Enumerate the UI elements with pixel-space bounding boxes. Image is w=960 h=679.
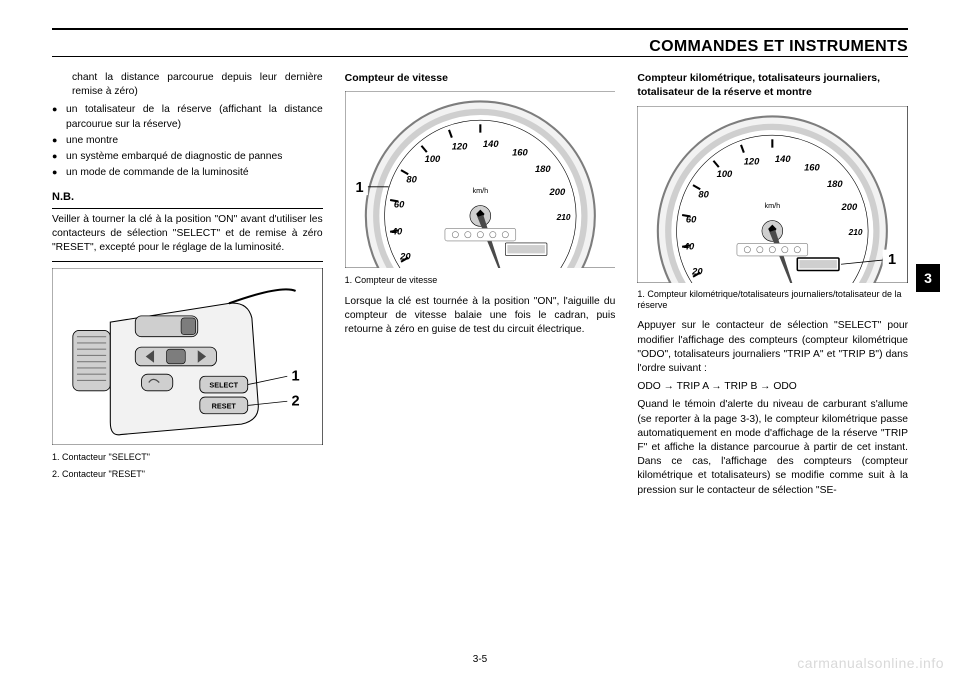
callout-2: 2	[292, 394, 300, 410]
bullet-list: un totalisateur de la réserve (affichant…	[52, 103, 323, 180]
callout-1: 1	[888, 252, 896, 268]
select-label: SELECT	[209, 381, 238, 390]
dial-num: 120	[451, 142, 467, 152]
page: COMMANDES ET INSTRUMENTS chant la distan…	[0, 0, 960, 679]
dial-num: 80	[699, 190, 710, 200]
paragraph: Quand le témoin d'alerte du niveau de ca…	[637, 398, 908, 497]
column-1: chant la distance parcourue depuis leur …	[52, 71, 323, 611]
subheading: Compteur de vitesse	[345, 71, 616, 85]
dial-num: 120	[744, 156, 760, 166]
figure-speedometer: 20 40 60 80 100 120 140	[345, 91, 616, 268]
paragraph: Lorsque la clé est tournée à la position…	[345, 295, 616, 338]
dial-unit: km/h	[765, 201, 781, 210]
dial-num: 140	[483, 140, 499, 150]
header-row: COMMANDES ET INSTRUMENTS	[52, 32, 908, 56]
figure-caption: 1. Compteur kilométrique/totalisateurs j…	[637, 289, 908, 312]
figure-odometer: 20 40 60 80 100 120 140	[637, 106, 908, 283]
callout-1: 1	[355, 180, 363, 196]
sequence-line: ODO → TRIP A → TRIP B → ODO	[637, 380, 908, 394]
dial-num: 180	[827, 179, 843, 189]
nb-label: N.B.	[52, 190, 323, 205]
dial-num: 210	[555, 213, 570, 223]
figure-handlebar: SELECT RESET 1 2	[52, 268, 323, 445]
section-tab: 3	[916, 264, 940, 292]
nb-rule-bottom	[52, 261, 323, 262]
dial-num: 210	[848, 227, 863, 237]
dial-num: 200	[548, 188, 565, 198]
dial-num: 100	[424, 154, 440, 164]
column-2: Compteur de vitesse 20 40	[345, 71, 616, 611]
rule-top-thin	[52, 56, 908, 57]
dial-num: 180	[535, 165, 551, 175]
list-item: un mode de commande de la luminosité	[52, 166, 323, 180]
page-title: COMMANDES ET INSTRUMENTS	[649, 38, 908, 56]
reset-label: RESET	[212, 402, 237, 411]
list-item: un totalisateur de la réserve (affichant…	[52, 103, 323, 131]
dial-num: 140	[775, 154, 791, 164]
figure-caption: 2. Contacteur "RESET"	[52, 468, 323, 480]
dial-num: 160	[512, 148, 528, 158]
dial-num: 100	[717, 169, 733, 179]
paragraph: Appuyer sur le contacteur de sélection "…	[637, 319, 908, 376]
dial-unit: km/h	[472, 187, 488, 196]
subheading: Compteur kilométrique, totalisateurs jou…	[637, 71, 908, 100]
dial-num: 80	[406, 175, 417, 185]
figure-caption: 1. Compteur de vitesse	[345, 274, 616, 286]
figure-caption: 1. Contacteur "SELECT"	[52, 451, 323, 463]
nb-text: Veiller à tourner la clé à la position "…	[52, 213, 323, 256]
continued-line: chant la distance parcourue depuis leur …	[52, 71, 323, 99]
watermark: carmanualsonline.info	[797, 655, 944, 671]
list-item: une montre	[52, 134, 323, 148]
columns: chant la distance parcourue depuis leur …	[52, 71, 908, 611]
column-3: Compteur kilométrique, totalisateurs jou…	[637, 71, 908, 611]
callout-1: 1	[292, 369, 300, 385]
dial-num: 200	[841, 202, 858, 212]
rule-top-thick	[52, 28, 908, 30]
nb-rule	[52, 208, 323, 209]
list-item: un système embarqué de diagnostic de pan…	[52, 150, 323, 164]
dial-num: 160	[804, 163, 820, 173]
